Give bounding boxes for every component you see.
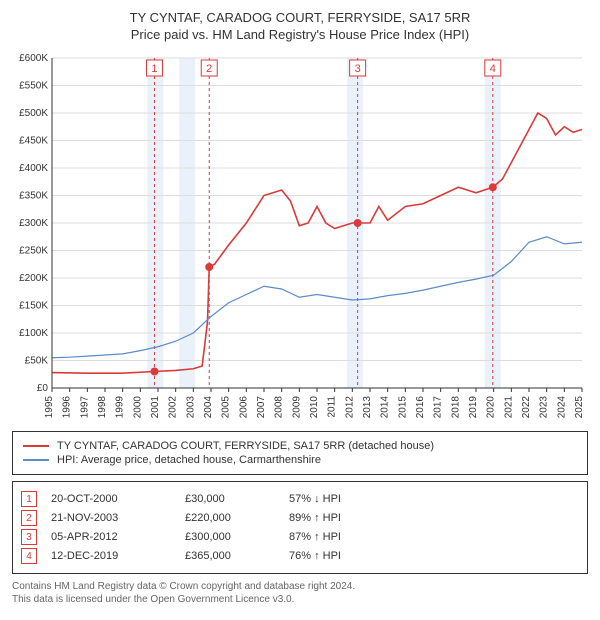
legend-label: TY CYNTAF, CARADOG COURT, FERRYSIDE, SA1… <box>57 440 434 452</box>
table-row: 4 12-DEC-2019 £365,000 76% ↑ HPI <box>21 548 579 564</box>
sale-hpi: 57% ↓ HPI <box>289 493 379 505</box>
title-subtitle: Price paid vs. HM Land Registry's House … <box>8 27 592 42</box>
sale-hpi: 76% ↑ HPI <box>289 550 379 562</box>
sale-date: 21-NOV-2003 <box>51 512 171 524</box>
svg-text:2000: 2000 <box>132 396 143 418</box>
sale-marker: 1 <box>21 491 37 507</box>
svg-text:2: 2 <box>206 63 212 75</box>
title-address: TY CYNTAF, CARADOG COURT, FERRYSIDE, SA1… <box>8 10 592 25</box>
legend-swatch <box>23 459 49 461</box>
svg-text:2015: 2015 <box>397 396 408 418</box>
sale-marker: 3 <box>21 529 37 545</box>
table-row: 1 20-OCT-2000 £30,000 57% ↓ HPI <box>21 491 579 507</box>
sale-marker: 2 <box>21 510 37 526</box>
svg-text:2001: 2001 <box>150 396 161 418</box>
svg-text:2014: 2014 <box>380 396 391 418</box>
sale-marker: 4 <box>21 548 37 564</box>
svg-text:2019: 2019 <box>468 396 479 418</box>
chart-container: £0 £50K £100K £150K £200K £250K £300K £350K £400… <box>8 48 592 423</box>
svg-text:4: 4 <box>490 63 496 75</box>
sale-date: 12-DEC-2019 <box>51 550 171 562</box>
svg-text:1999: 1999 <box>115 396 126 418</box>
sale-price: £30,000 <box>185 493 275 505</box>
svg-text:2003: 2003 <box>185 396 196 418</box>
svg-text:2011: 2011 <box>327 396 338 418</box>
svg-text:1996: 1996 <box>62 396 73 418</box>
sale-price: £220,000 <box>185 512 275 524</box>
chart-header: TY CYNTAF, CARADOG COURT, FERRYSIDE, SA1… <box>8 10 592 42</box>
svg-text:2007: 2007 <box>256 396 267 418</box>
legend-swatch <box>23 445 49 447</box>
svg-text:2018: 2018 <box>450 396 461 418</box>
sale-price: £300,000 <box>185 531 275 543</box>
sale-hpi: 87% ↑ HPI <box>289 531 379 543</box>
svg-text:2013: 2013 <box>362 396 373 418</box>
svg-text:2006: 2006 <box>238 396 249 418</box>
svg-text:£300K: £300K <box>19 218 48 229</box>
sales-table: 1 20-OCT-2000 £30,000 57% ↓ HPI 2 21-NOV-2003… <box>12 481 588 574</box>
sale-price: £365,000 <box>185 550 275 562</box>
sale-date: 20-OCT-2000 <box>51 493 171 505</box>
footnote-line1: Contains HM Land Registry data © Crown c… <box>12 580 588 593</box>
svg-text:2023: 2023 <box>539 396 550 418</box>
sale-hpi: 89% ↑ HPI <box>289 512 379 524</box>
svg-text:2005: 2005 <box>221 396 232 418</box>
svg-text:1997: 1997 <box>79 396 90 418</box>
svg-text:£150K: £150K <box>19 301 48 312</box>
svg-text:£250K: £250K <box>19 246 48 257</box>
svg-text:£0: £0 <box>37 383 49 394</box>
svg-text:2017: 2017 <box>433 396 444 418</box>
svg-text:£600K: £600K <box>19 53 48 64</box>
svg-text:2008: 2008 <box>274 396 285 418</box>
table-row: 2 21-NOV-2003 £220,000 89% ↑ HPI <box>21 510 579 526</box>
price-chart: £0 £50K £100K £150K £200K £250K £300K £350K £400… <box>8 48 592 418</box>
svg-text:3: 3 <box>355 63 361 75</box>
legend: TY CYNTAF, CARADOG COURT, FERRYSIDE, SA1… <box>12 431 588 475</box>
svg-text:£50K: £50K <box>25 356 49 367</box>
legend-label: HPI: Average price, detached house, Carm… <box>57 454 321 466</box>
footnote-line2: This data is licensed under the Open Gov… <box>12 593 588 606</box>
sale-date: 05-APR-2012 <box>51 531 171 543</box>
svg-text:2004: 2004 <box>203 396 214 418</box>
svg-text:2016: 2016 <box>415 396 426 418</box>
svg-text:2012: 2012 <box>344 396 355 418</box>
svg-text:£550K: £550K <box>19 81 48 92</box>
svg-text:1: 1 <box>151 63 157 75</box>
svg-text:£350K: £350K <box>19 191 48 202</box>
svg-text:2002: 2002 <box>168 396 179 418</box>
svg-text:2022: 2022 <box>521 396 532 418</box>
svg-text:2025: 2025 <box>574 396 585 418</box>
svg-text:2024: 2024 <box>556 396 567 418</box>
svg-text:1998: 1998 <box>97 396 108 418</box>
svg-text:£100K: £100K <box>19 328 48 339</box>
svg-text:£450K: £450K <box>19 136 48 147</box>
svg-text:1995: 1995 <box>44 396 55 418</box>
svg-text:2009: 2009 <box>291 396 302 418</box>
legend-row: TY CYNTAF, CARADOG COURT, FERRYSIDE, SA1… <box>23 440 577 452</box>
svg-text:2010: 2010 <box>309 396 320 418</box>
legend-row: HPI: Average price, detached house, Carm… <box>23 454 577 466</box>
svg-text:£200K: £200K <box>19 273 48 284</box>
svg-text:£400K: £400K <box>19 163 48 174</box>
footnote: Contains HM Land Registry data © Crown c… <box>12 580 588 606</box>
svg-text:2021: 2021 <box>503 396 514 418</box>
svg-text:2020: 2020 <box>486 396 497 418</box>
svg-text:£500K: £500K <box>19 108 48 119</box>
table-row: 3 05-APR-2012 £300,000 87% ↑ HPI <box>21 529 579 545</box>
